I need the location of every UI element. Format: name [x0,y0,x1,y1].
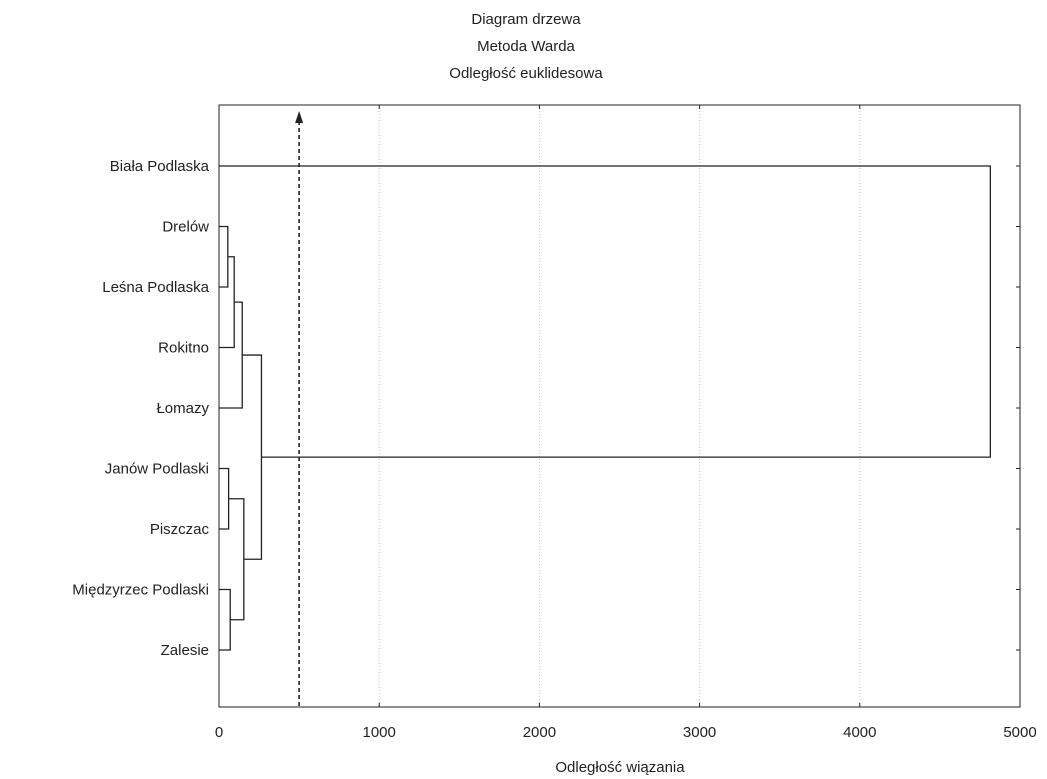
x-tick-label: 2000 [523,724,556,741]
x-tick-label: 5000 [1003,724,1036,741]
leaf-label: Janów Podlaski [105,461,209,478]
x-tick-label: 4000 [843,724,876,741]
chart-title-line-2: Metoda Warda [477,38,575,55]
dendrogram-link [219,301,243,409]
axis-ticks [218,105,1021,707]
leaf-label: Piszczac [150,521,210,538]
x-tick-label: 1000 [363,724,396,741]
dendrogram-link [219,588,231,651]
leaf-label: Leśna Podlaska [102,279,209,296]
chart-title-line-1: Diagram drzewa [471,11,581,28]
x-axis-label: Odległość wiązania [555,759,685,776]
plot-area-frame [218,104,1021,708]
grid-lines [378,105,861,707]
leaf-label: Zalesie [161,642,209,659]
cut-line [295,111,304,707]
dendrogram-link [219,165,992,458]
dendrogram-link [219,467,230,530]
dendrogram-link [228,498,245,621]
leaf-label: Drelów [162,219,209,236]
dendrogram-link [219,256,235,349]
dendrogram-tree [219,165,992,651]
dendrogram-link [219,225,229,288]
chart-title: Diagram drzewa Metoda Warda Odległość eu… [449,11,603,82]
cut-line-arrowhead [295,111,304,123]
x-axis-tick-labels: 0 1000 2000 3000 4000 5000 [215,724,1037,741]
y-axis-leaf-labels: Biała Podlaska Drelów Leśna Podlaska Rokitn… [72,158,209,659]
leaf-label: Biała Podlaska [110,158,210,175]
leaf-label: Łomazy [156,400,209,417]
x-tick-label: 3000 [683,724,716,741]
leaf-label: Międzyrzec Podlaski [72,582,209,599]
dendrogram-link [242,354,263,560]
x-tick-label: 0 [215,724,223,741]
leaf-label: Rokitno [158,340,209,357]
chart-title-line-3: Odległość euklidesowa [449,65,603,82]
